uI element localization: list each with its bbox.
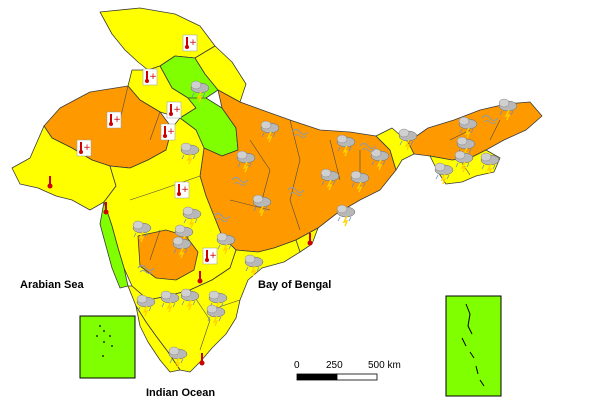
scale-tick-0: 0 <box>294 360 300 371</box>
thermometer-arrows-icon <box>106 111 122 129</box>
region-sikkim <box>375 127 415 171</box>
thermometer-arrows-icon <box>166 101 182 119</box>
scale-bar: 0 250 500 km <box>294 360 401 381</box>
indian-ocean-label: Indian Ocean <box>146 387 215 399</box>
region-northeast-orange <box>407 101 543 161</box>
thermometer-arrows-icon <box>76 139 92 157</box>
bay-of-bengal-label: Bay of Bengal <box>258 279 331 291</box>
andaman-islands <box>461 303 485 387</box>
thermometer-arrows-icon <box>202 247 218 265</box>
thermometer-arrows-icon <box>142 68 158 86</box>
thermometer-arrows-icon <box>182 34 198 52</box>
thermometer-arrows-icon <box>160 123 176 141</box>
region-uttarakhand <box>194 45 247 103</box>
state-borders <box>119 85 501 351</box>
thermometer-arrows-icon <box>174 181 190 199</box>
scale-tick-500: 500 km <box>368 360 401 371</box>
andaman-nicobar-inset <box>445 295 502 397</box>
region-kerala <box>135 305 181 373</box>
lakshadweep-inset <box>79 315 136 379</box>
arabian-sea-label: Arabian Sea <box>20 279 84 291</box>
region-gangetic-orange <box>199 89 397 253</box>
lakshadweep-islands <box>96 325 113 357</box>
scale-tick-250: 250 <box>326 360 343 371</box>
thunder-cloud-icon <box>336 204 356 227</box>
region-konkan-green <box>99 201 129 289</box>
